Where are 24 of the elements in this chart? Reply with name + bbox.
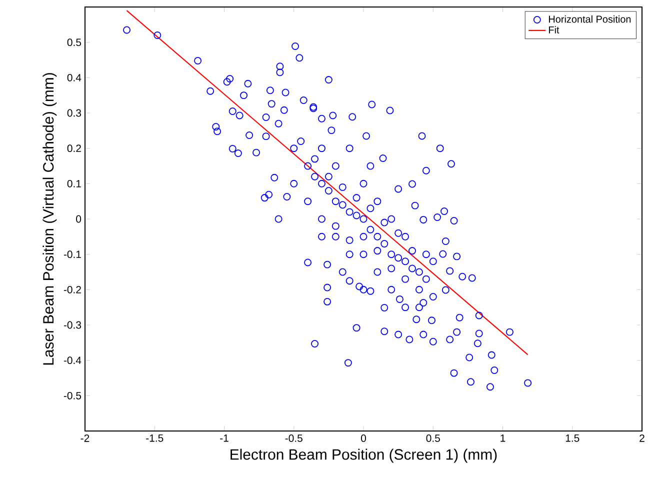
x-tick-label: 2 <box>640 434 644 442</box>
y-tick-label: 0.4 <box>67 74 82 82</box>
y-tick-label: 0.1 <box>67 180 81 188</box>
y-tick-label: -0.4 <box>64 356 82 364</box>
x-tick-label: 1.5 <box>566 434 580 442</box>
y-tick-label: 0 <box>76 215 82 223</box>
x-tick-label: 0.5 <box>426 434 440 442</box>
x-tick-label: 0 <box>361 434 366 442</box>
y-axis-title: Laser Beam Position (Virtual Cathode) (mm) <box>42 73 57 365</box>
y-tick-label: -0.1 <box>64 250 81 258</box>
x-tick-label: 1 <box>500 434 506 442</box>
x-axis-title: Electron Beam Position (Screen 1) (mm) <box>230 448 497 463</box>
x-tick-label: -0.5 <box>285 434 302 442</box>
x-tick-label: -2 <box>80 434 90 442</box>
legend-label: Fit <box>549 26 560 34</box>
y-tick-label: 0.5 <box>67 38 82 46</box>
y-tick-label: -0.2 <box>64 286 81 294</box>
x-tick-label: -1.5 <box>146 434 164 442</box>
y-tick-label: -0.5 <box>64 392 82 400</box>
y-tick-label: 0.2 <box>67 144 81 152</box>
x-tick-label: -1 <box>220 434 228 442</box>
y-tick-label: -0.3 <box>64 321 82 329</box>
legend-label: Horizontal Position <box>549 15 631 23</box>
y-tick-label: 0.3 <box>67 109 82 117</box>
